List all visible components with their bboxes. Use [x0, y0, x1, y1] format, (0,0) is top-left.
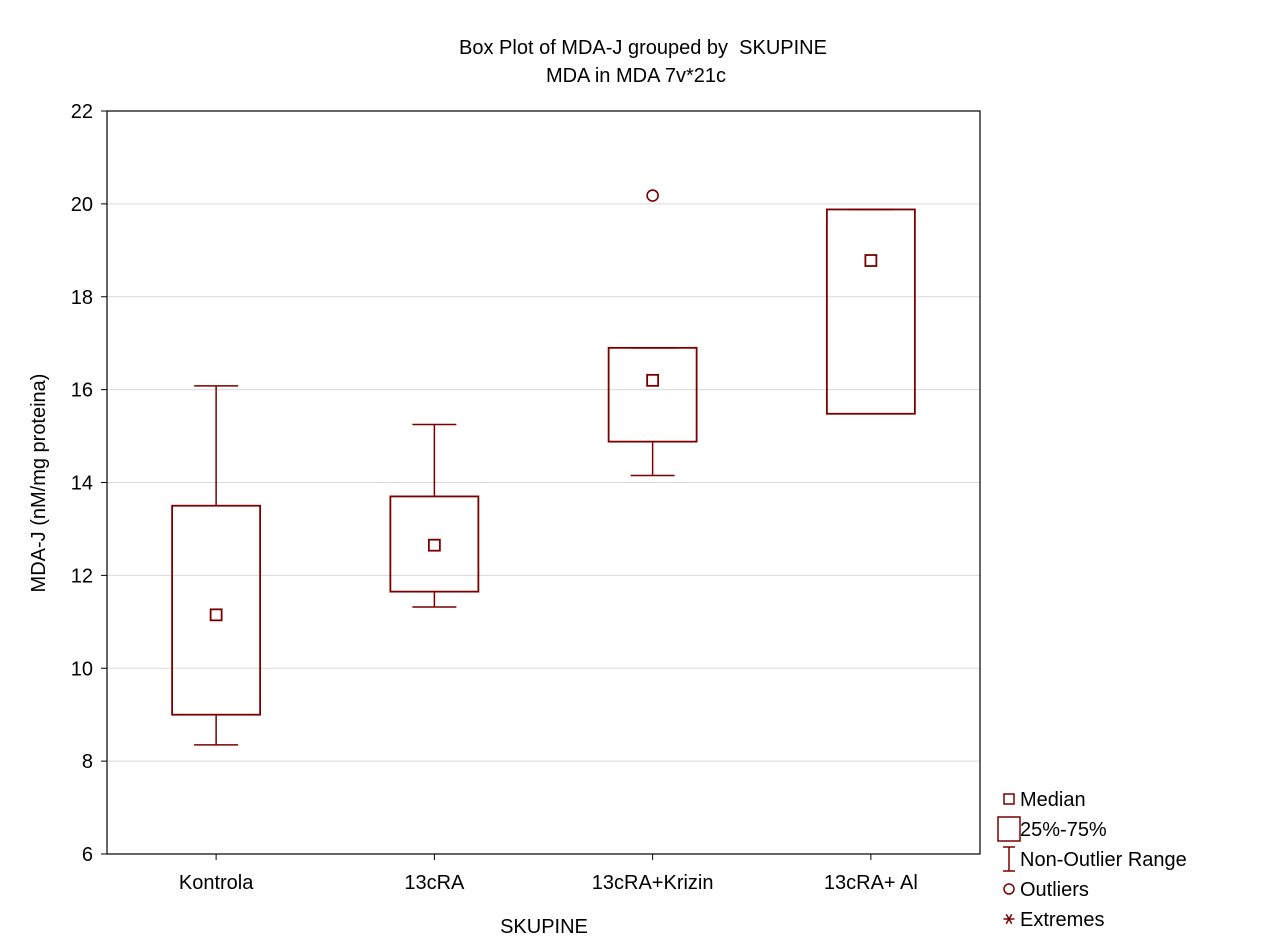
box-iqr: [607, 346, 698, 443]
gridlines: [107, 203, 980, 762]
median-marker: [209, 608, 223, 622]
box-iqr: [389, 495, 480, 593]
median-marker: [646, 373, 660, 387]
legend-item: Median: [1003, 789, 1086, 811]
legend-item: Extremes: [1003, 909, 1104, 931]
legend-extreme-stroke: [1005, 913, 1013, 925]
legend-label: Extremes: [1020, 909, 1104, 931]
outlier-point: [646, 189, 659, 202]
y-tick-label: 20: [71, 194, 93, 216]
x-tick-label: 13cRA+Krizin: [592, 872, 714, 894]
axes: 6 8 10 12 14 16 18 20 22 Kontrola 13cRA 13cRA+Krizi…: [71, 101, 981, 894]
y-tick-label: 6: [82, 844, 93, 866]
legend-item: 25%-75%: [997, 816, 1107, 842]
y-tick-label: 18: [71, 287, 93, 309]
legend-outlier-icon: [1003, 883, 1015, 895]
box-group: [825, 208, 916, 415]
y-tick-label: 14: [71, 473, 93, 495]
boxes: [171, 189, 916, 746]
y-axis-label: MDA-J (nM/mg proteina): [28, 374, 50, 593]
box-iqr: [171, 504, 262, 716]
chart-subtitle: MDA in MDA 7v*21c: [546, 65, 726, 87]
x-tick-label: Kontrola: [179, 872, 254, 894]
legend-label: Non-Outlier Range: [1020, 849, 1187, 871]
legend-label: Outliers: [1020, 879, 1089, 901]
y-tick-label: 12: [71, 565, 93, 587]
median-marker: [427, 538, 441, 552]
median-marker: [864, 254, 878, 267]
x-tick-label: 13cRA: [404, 872, 465, 894]
y-tick-label: 22: [71, 101, 93, 123]
y-tick-label: 10: [71, 658, 93, 680]
box-iqr: [825, 208, 916, 415]
legend: Median 25%-75% Non-Outlier Range Outliers Ex…: [997, 789, 1187, 931]
legend-item: Non-Outlier Range: [1003, 846, 1187, 872]
y-tick-label: 8: [82, 751, 93, 773]
legend-range-icon: [1003, 846, 1015, 872]
legend-label: 25%-75%: [1020, 819, 1107, 841]
chart-title: Box Plot of MDA-J grouped by SKUPINE: [459, 37, 827, 59]
legend-extreme-icon: [1003, 913, 1015, 925]
y-tick-label: 16: [71, 380, 93, 402]
legend-item: Outliers: [1003, 879, 1089, 901]
legend-median-icon: [1003, 793, 1015, 805]
box-group: [607, 189, 698, 477]
legend-label: Median: [1020, 789, 1086, 811]
box-group: [389, 423, 480, 608]
legend-box-icon: [997, 816, 1021, 842]
x-tick-label: 13cRA+ Al: [824, 872, 918, 894]
x-axis-label: SKUPINE: [500, 916, 588, 938]
box-group: [171, 385, 262, 746]
